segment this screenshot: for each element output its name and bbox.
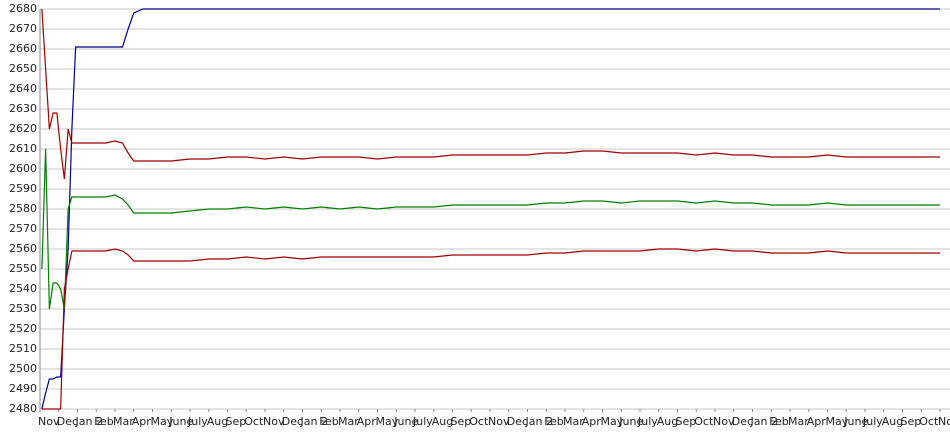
x-tick-label: June (843, 415, 868, 428)
y-tick-label: 2620 (9, 122, 37, 135)
y-tick-label: 2550 (9, 262, 37, 275)
y-tick-label: 2520 (9, 322, 37, 335)
y-tick-label: 2650 (9, 62, 37, 75)
y-tick-label: 2590 (9, 182, 37, 195)
x-tick-label: Nov (263, 415, 285, 428)
x-tick-label: Dec (732, 415, 753, 428)
data-line (41, 8, 940, 180)
x-tick-label: June (618, 415, 643, 428)
y-tick-label: 2670 (9, 22, 37, 35)
x-tick-label: Jan 2 (75, 415, 103, 428)
x-tick-label: Mar (338, 415, 359, 428)
x-tick-label: July (637, 415, 658, 428)
x-tick-label: Oct (469, 415, 489, 428)
y-tick-label: 2530 (9, 302, 37, 315)
y-tick-label: 2490 (9, 382, 37, 395)
x-tick-label: Feb (94, 415, 113, 428)
x-tick-label: Feb (544, 415, 563, 428)
x-tick-label: Aug (882, 415, 903, 428)
x-tick-label: Jan 2 (300, 415, 328, 428)
x-tick-label: May (376, 415, 399, 428)
x-tick-label: July (412, 415, 433, 428)
x-tick-label: Apr (132, 415, 152, 428)
x-tick-label: Apr (357, 415, 377, 428)
x-tick-label: Dec (57, 415, 78, 428)
x-tick-label: Oct (919, 415, 939, 428)
x-tick-label: Apr (582, 415, 602, 428)
x-tick-label: Sep (451, 415, 472, 428)
x-tick-label: Jan 2 (750, 415, 778, 428)
x-tick-label: May (826, 415, 849, 428)
data-line (41, 248, 940, 410)
x-tick-label: Oct (244, 415, 264, 428)
x-tick-label: Sep (676, 415, 697, 428)
x-tick-label: Aug (657, 415, 678, 428)
x-tick-label: Sep (901, 415, 922, 428)
x-tick-label: May (151, 415, 174, 428)
x-tick-label: July (862, 415, 883, 428)
x-tick-label: Nov (713, 415, 735, 428)
x-tick-label: Aug (207, 415, 228, 428)
y-tick-label: 2570 (9, 222, 37, 235)
y-tick-label: 2600 (9, 162, 37, 175)
x-tick-label: Mar (563, 415, 584, 428)
x-tick-label: July (187, 415, 208, 428)
y-tick-label: 2580 (9, 202, 37, 215)
x-tick-label: Mar (788, 415, 809, 428)
x-tick-label: Nov (38, 415, 60, 428)
x-tick-label: Nov (938, 415, 950, 428)
x-tick-label: Dec (282, 415, 303, 428)
y-tick-label: 2560 (9, 242, 37, 255)
y-tick-label: 2640 (9, 82, 37, 95)
x-tick-label: Aug (432, 415, 453, 428)
x-tick-label: Feb (769, 415, 788, 428)
x-tick-label: Mar (113, 415, 134, 428)
y-tick-label: 2480 (9, 402, 37, 415)
x-tick-label: May (601, 415, 624, 428)
data-line (41, 148, 940, 310)
x-tick-label: Nov (488, 415, 510, 428)
x-tick-label: Dec (507, 415, 528, 428)
y-tick-label: 2510 (9, 342, 37, 355)
y-tick-label: 2630 (9, 102, 37, 115)
y-tick-label: 2500 (9, 362, 37, 375)
y-tick-label: 2660 (9, 42, 37, 55)
x-tick-label: Feb (319, 415, 338, 428)
x-tick-label: June (168, 415, 193, 428)
x-tick-label: June (393, 415, 418, 428)
x-tick-label: Jan 2 (525, 415, 553, 428)
x-tick-label: Apr (807, 415, 827, 428)
y-tick-label: 2540 (9, 282, 37, 295)
y-tick-label: 2610 (9, 142, 37, 155)
x-tick-label: Oct (694, 415, 714, 428)
y-tick-label: 2680 (9, 2, 37, 15)
x-tick-label: Sep (226, 415, 247, 428)
data-line (41, 8, 940, 410)
